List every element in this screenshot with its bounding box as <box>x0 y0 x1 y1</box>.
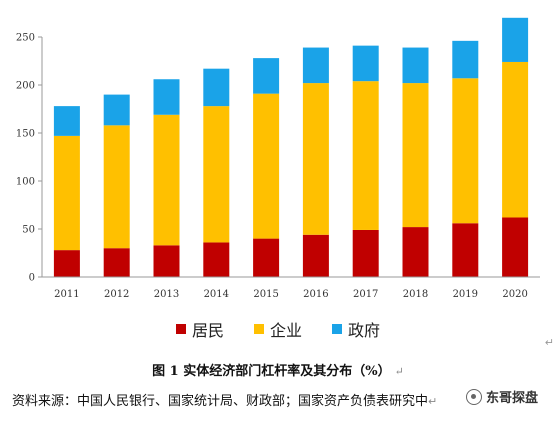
bar-enterprise-2015 <box>253 93 280 239</box>
y-tick-label: 150 <box>16 129 35 140</box>
stacked-bar-chart: 0 50 100 150 200 250 2011 2012 2013 2014 2015 2016… <box>16 17 540 300</box>
bar-government-2015 <box>253 58 280 94</box>
bar-household-2012 <box>103 248 130 277</box>
bar-government-2013 <box>153 79 180 115</box>
y-tick-label: 50 <box>22 225 35 236</box>
bar-government-2017 <box>352 45 379 82</box>
paragraph-mark: ↵ <box>428 395 438 408</box>
legend-swatch-enterprise <box>253 324 264 334</box>
bar-enterprise-2019 <box>452 78 479 224</box>
x-tick-label: 2016 <box>303 289 328 300</box>
x-tick-label: 2014 <box>204 289 229 300</box>
y-tick-label: 250 <box>16 33 35 44</box>
source-note: 资料来源：中国人民银行、国家统计局、财政部；国家资产负债表研究中↵ <box>12 390 437 409</box>
bar-household-2013 <box>153 245 180 277</box>
bar-household-2018 <box>402 227 429 277</box>
legend-item-enterprise: 企业 <box>253 317 302 341</box>
bar-enterprise-2012 <box>103 125 130 249</box>
figure-caption: 图 1 实体经济部门杠杆率及其分布（%） ↵ <box>0 360 556 379</box>
bar-household-2019 <box>452 223 479 277</box>
x-tick-label: 2015 <box>253 289 278 300</box>
bar-government-2012 <box>103 94 130 126</box>
y-axis: 0 50 100 150 200 250 <box>16 33 43 284</box>
bar-household-2016 <box>302 234 329 277</box>
legend-swatch-household <box>175 324 186 334</box>
bar-enterprise-2011 <box>53 135 80 251</box>
legend-swatch-government <box>332 324 342 334</box>
y-tick-label: 100 <box>16 177 35 188</box>
bar-enterprise-2013 <box>153 114 180 246</box>
y-tick-label: 200 <box>16 81 35 92</box>
x-tick-label: 2019 <box>453 289 478 300</box>
bar-government-2020 <box>502 17 529 62</box>
legend-label-household: 居民 <box>191 321 224 340</box>
x-tick-label: 2017 <box>353 289 378 300</box>
bar-government-2014 <box>203 68 230 107</box>
bars-group <box>53 17 529 277</box>
bar-household-2011 <box>53 250 80 277</box>
bar-household-2020 <box>502 217 529 277</box>
bar-government-2011 <box>53 106 80 136</box>
bar-enterprise-2016 <box>302 83 329 235</box>
bar-enterprise-2018 <box>402 83 429 228</box>
paragraph-mark: ↵ <box>394 365 404 378</box>
chart-legend: 居民 企业 政府 <box>0 318 556 340</box>
bar-household-2014 <box>203 242 230 277</box>
legend-item-household: 居民 <box>175 317 224 341</box>
bar-government-2019 <box>452 40 479 79</box>
x-tick-label: 2020 <box>502 289 527 300</box>
wechat-icon <box>466 388 482 405</box>
bar-enterprise-2014 <box>203 106 230 243</box>
legend-item-government: 政府 <box>332 317 380 341</box>
bar-government-2018 <box>402 47 429 84</box>
x-tick-label: 2011 <box>54 289 79 300</box>
watermark: 东哥探盘 <box>463 386 542 407</box>
legend-label-government: 政府 <box>348 321 381 340</box>
y-tick-label: 0 <box>29 273 35 284</box>
legend-label-enterprise: 企业 <box>269 321 302 340</box>
x-tick-label: 2013 <box>154 289 179 300</box>
source-note-text: 资料来源：中国人民银行、国家统计局、财政部；国家资产负债表研究中 <box>12 394 429 409</box>
x-tick-label: 2012 <box>104 289 129 300</box>
bar-government-2016 <box>302 47 329 84</box>
bar-household-2017 <box>352 229 379 277</box>
x-axis: 2011 2012 2013 2014 2015 2016 2017 2018 2019 2020 <box>42 276 540 300</box>
bar-enterprise-2020 <box>502 61 529 218</box>
bar-household-2015 <box>253 238 280 277</box>
bar-enterprise-2017 <box>352 81 379 230</box>
x-tick-label: 2018 <box>403 289 428 300</box>
side-paragraph-mark: ↵ <box>544 336 554 349</box>
figure-caption-text: 图 1 实体经济部门杠杆率及其分布（%） <box>152 364 391 379</box>
watermark-text: 东哥探盘 <box>486 391 539 406</box>
